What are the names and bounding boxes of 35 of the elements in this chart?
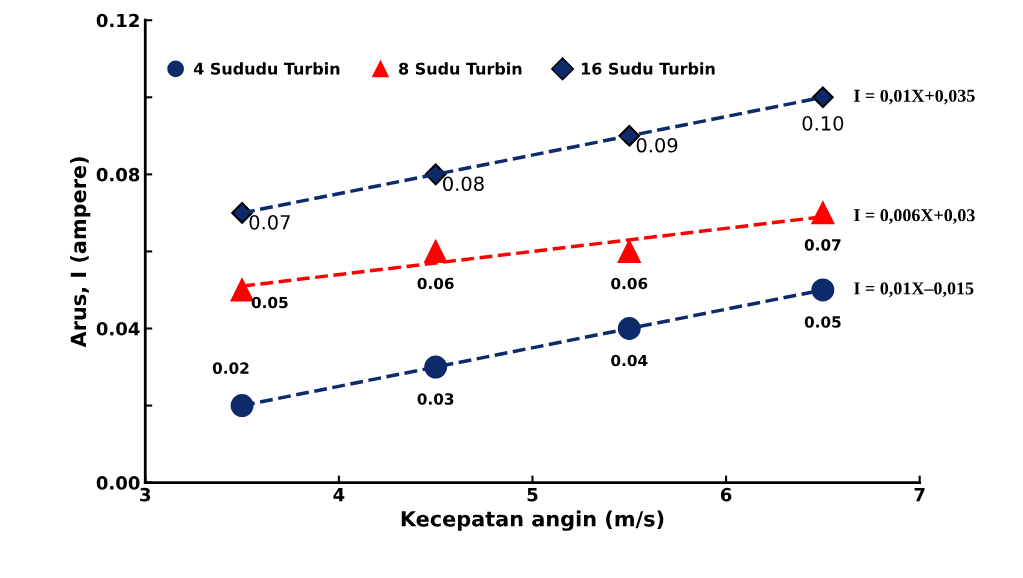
- x-tick-label: 5: [527, 488, 538, 502]
- x-tick-label: 3: [140, 487, 151, 502]
- y-tick-label: 0.08: [96, 167, 140, 182]
- annotation: I = 0,01X–0,015: [854, 282, 974, 298]
- y-axis-title: Arus, I (ampere): [70, 157, 91, 348]
- data-label: 0.08: [443, 176, 484, 192]
- y-tick-label: 0.00: [96, 476, 140, 490]
- point: [811, 278, 835, 302]
- x-tick-label: 7: [914, 488, 925, 502]
- point: [617, 239, 641, 263]
- data-label: 0.06: [417, 277, 454, 290]
- legend-label: 16 Sudu Turbin: [581, 62, 715, 75]
- data-label: 0.10: [802, 116, 844, 131]
- x-tick-label: 6: [720, 487, 732, 502]
- data-label: 0.07: [249, 214, 290, 230]
- point: [811, 201, 835, 225]
- data-label: 0.03: [417, 393, 454, 405]
- y-tick-label: 0.04: [96, 321, 140, 336]
- data-label: 0.02: [212, 362, 249, 374]
- legend-label: 4 Sududu Turbin: [193, 62, 340, 75]
- data-label: 0.06: [611, 277, 648, 290]
- legend-label: 8 Sudu Turbin: [399, 62, 522, 75]
- annotation: I = 0,006X+0,03: [854, 209, 975, 224]
- point: [230, 394, 254, 418]
- data-label: 0.05: [251, 296, 288, 309]
- x-axis-title: Kecepatan angin (m/s): [401, 510, 664, 531]
- data-label: 0.04: [611, 354, 648, 367]
- data-label: 0.09: [636, 137, 678, 153]
- point: [812, 86, 834, 109]
- x-tick-label: 4: [333, 488, 345, 502]
- y-tick-label: 0.12: [96, 13, 139, 28]
- point: [424, 239, 448, 263]
- data-label: 0.07: [804, 239, 841, 251]
- annotation: I = 0,01X+0,035: [854, 89, 975, 105]
- data-label: 0.05: [804, 316, 841, 328]
